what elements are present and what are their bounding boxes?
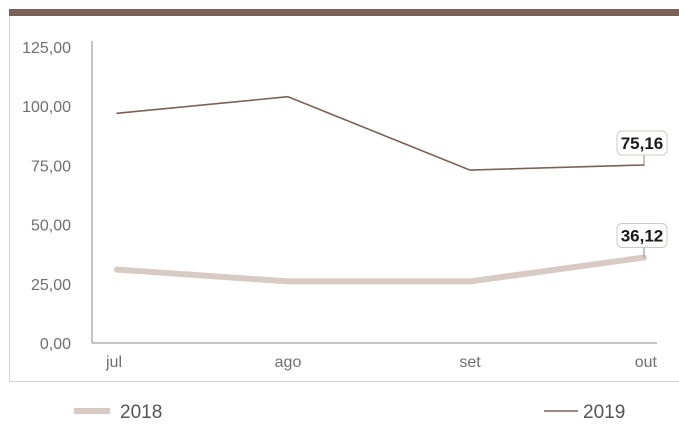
x-tick-label: out [635,354,658,371]
legend-label: 2018 [120,402,162,423]
legend-item-2018: 2018 [74,402,162,423]
y-axis: 0,00 25,00 50,00 75,00 100,00 125,00 [22,40,93,353]
x-tick-label: ago [275,354,302,371]
legend-label: 2019 [583,402,625,423]
data-label-text: 36,12 [621,226,664,245]
legend-item-2019: 2019 [544,402,625,423]
data-label-2019: 75,16 [616,130,668,166]
x-tick-label: jul [105,354,122,371]
y-tick-label: 75,00 [31,158,71,175]
series-line-2018 [114,254,647,285]
data-label-box [616,222,668,248]
y-tick-label: 25,00 [31,277,71,294]
series-line-2019 [116,95,645,171]
y-tick-label: 50,00 [31,218,71,235]
x-axis: jul ago set out [92,342,658,371]
data-label-2018: 36,12 [616,222,668,258]
x-tick-label: set [459,354,481,371]
y-tick-label: 125,00 [22,40,71,57]
data-label-box [616,130,668,156]
chart-frame [9,16,679,382]
y-tick-label: 0,00 [40,336,71,353]
data-label-text: 75,16 [621,134,664,153]
data-labels: 36,12 75,16 [616,130,668,258]
y-tick-label: 100,00 [22,99,71,116]
series-lines [114,95,647,285]
legend: 2018 2019 [74,402,625,423]
chart-header-bar [9,9,679,16]
